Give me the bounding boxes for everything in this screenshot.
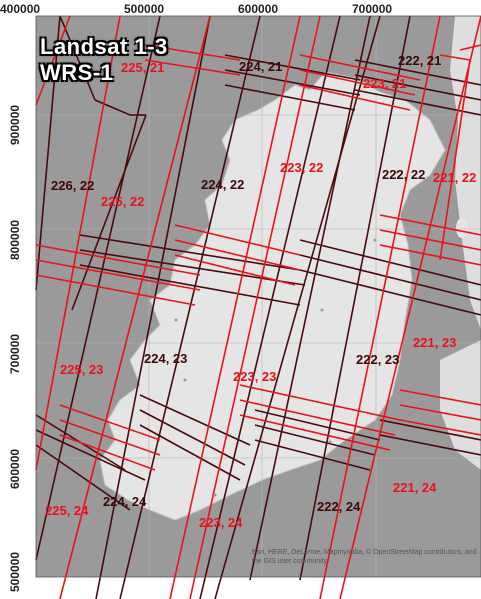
x-tick-label: 700000 — [352, 2, 393, 16]
x-tick-label: 400000 — [0, 2, 41, 16]
place-markers — [174, 170, 399, 497]
path-row-label-dark: 226, 22 — [51, 178, 95, 193]
x-tick-label: 600000 — [238, 2, 279, 16]
path-row-label-red: 223, 21 — [363, 76, 407, 91]
path-row-label-red: 225, 21 — [121, 60, 165, 75]
isle-of-man — [456, 218, 468, 238]
path-row-label-red: 221, 24 — [393, 480, 437, 495]
path-row-label-dark: 222, 24 — [317, 499, 361, 514]
y-tick-label: 800000 — [8, 219, 22, 260]
y-tick-label: 700000 — [8, 333, 22, 374]
path-row-label-dark: 222, 21 — [398, 53, 442, 68]
path-row-label-dark: 224, 22 — [201, 177, 245, 192]
path-row-label-dark: 224, 24 — [103, 494, 147, 509]
path-row-label-red: 223, 24 — [199, 515, 243, 530]
map-title-line1: Landsat 1-3 — [40, 34, 168, 59]
coordinate-grid — [36, 16, 481, 577]
path-row-label-dark: 222, 22 — [382, 167, 426, 182]
path-row-label-red: 221, 22 — [433, 170, 477, 185]
map-title-line2: WRS-1 — [40, 60, 114, 85]
path-row-label-red: 223, 23 — [233, 369, 277, 384]
map-border — [35, 15, 481, 578]
path-row-label-red: 225, 23 — [60, 362, 104, 377]
footprints-red — [35, 15, 481, 599]
path-row-label-dark: 224, 21 — [239, 59, 283, 74]
y-tick-label: 900000 — [8, 104, 22, 145]
y-tick-label: 500000 — [8, 551, 22, 592]
y-tick-label: 600000 — [8, 448, 22, 489]
path-row-label-red: 221, 23 — [413, 335, 457, 350]
path-row-label-red: 223, 22 — [280, 160, 324, 175]
great-britain-landmass — [450, 16, 481, 330]
path-row-label-red: 225, 22 — [101, 194, 145, 209]
path-row-label-dark: 224, 23 — [144, 351, 188, 366]
footprints-dark — [35, 15, 481, 599]
path-row-label-red: 225, 24 — [45, 503, 89, 518]
path-row-label-dark: 222, 23 — [356, 352, 400, 367]
x-tick-label: 500000 — [124, 2, 165, 16]
map-attribution: Esri, HERE, DeLorme, MapmyIndia, © OpenS… — [252, 549, 477, 565]
